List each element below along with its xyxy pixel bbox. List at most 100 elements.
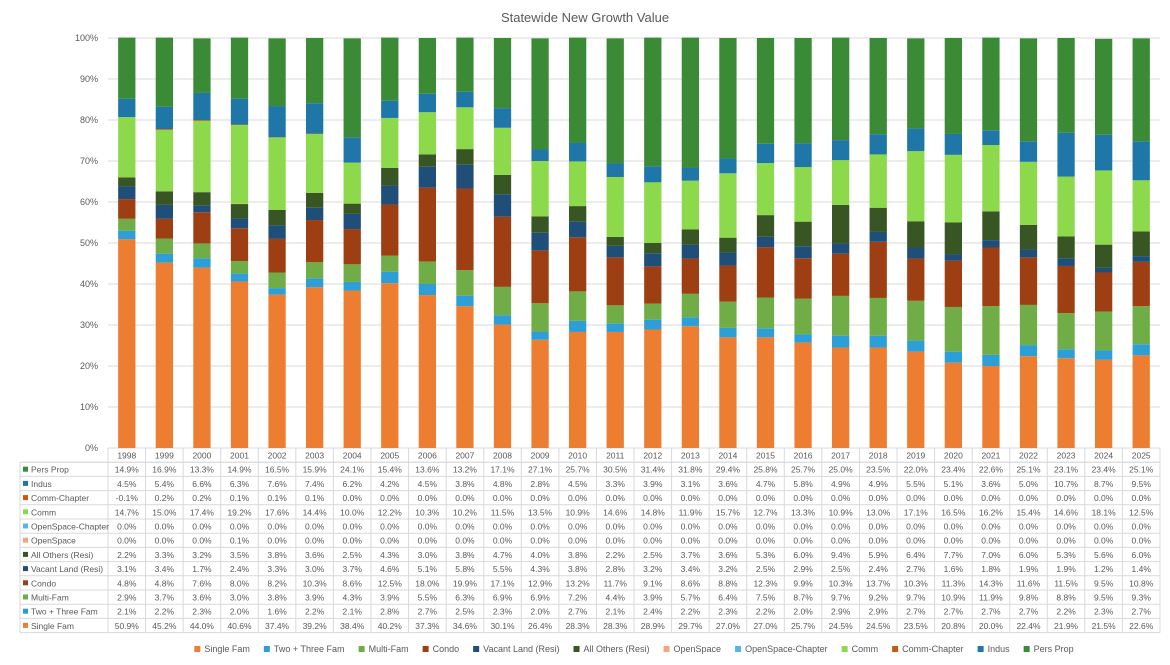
data-label: 26.4% — [528, 621, 553, 631]
bar-segment — [230, 281, 249, 448]
bar-segment — [982, 366, 1000, 448]
category-label: 2012 — [643, 451, 662, 461]
bar-segment — [1132, 38, 1150, 142]
data-label: 37.3% — [415, 621, 440, 631]
bar-segment — [531, 149, 549, 161]
bar-segment — [531, 339, 549, 448]
bar-segment — [381, 117, 399, 168]
data-label: 2.8% — [380, 607, 400, 617]
data-label: 8.8% — [718, 578, 738, 588]
data-label: 11.9% — [679, 507, 703, 517]
data-label: 4.4% — [606, 593, 626, 603]
bar-segment — [381, 167, 399, 186]
data-label: 2.5% — [455, 607, 475, 617]
data-label: 19.9% — [453, 578, 478, 588]
category-label: 2020 — [944, 451, 963, 461]
bar-segment — [1057, 258, 1075, 266]
data-label: 40.6% — [227, 621, 252, 631]
bar-segment — [493, 174, 512, 195]
data-label: 37.4% — [265, 621, 290, 631]
bar-segment — [606, 331, 624, 448]
data-label: 4.7% — [493, 550, 513, 560]
data-label: 5.5% — [906, 479, 926, 489]
bar-segment — [418, 187, 436, 262]
data-label: 0.0% — [493, 536, 513, 546]
bar-segment — [644, 329, 662, 448]
bar-segment — [268, 225, 286, 239]
category-label: 2023 — [1057, 451, 1076, 461]
data-label: 34.6% — [453, 621, 478, 631]
data-label: 12.2% — [378, 507, 403, 517]
data-label: 50.9% — [115, 621, 140, 631]
data-label: 0.0% — [718, 522, 738, 532]
data-label: 0.0% — [455, 493, 475, 503]
bar-segment — [155, 129, 173, 130]
data-label: 6.3% — [230, 479, 250, 489]
legend-key — [892, 646, 899, 652]
bar-segment — [1019, 141, 1038, 162]
data-label: 11.6% — [1017, 578, 1041, 588]
data-label: 11.5% — [491, 507, 515, 517]
data-label: 8.7% — [793, 593, 813, 603]
bar-segment — [193, 205, 211, 213]
data-label: 29.4% — [716, 465, 741, 475]
data-label: 14.9% — [115, 465, 140, 475]
data-label: 21.9% — [1054, 621, 1079, 631]
data-label: 3.6% — [718, 479, 738, 489]
bar-segment — [418, 284, 436, 296]
data-label: 3.1% — [117, 564, 137, 574]
table-legend-key — [23, 594, 28, 600]
bar-segment — [268, 288, 286, 295]
bar-segment — [832, 243, 850, 254]
table-series-name: Vacant Land (Resi) — [31, 564, 103, 574]
bar-segment — [794, 221, 812, 247]
data-label: 2.3% — [1094, 607, 1114, 617]
data-label: 2.0% — [530, 607, 550, 617]
data-label: 0.0% — [981, 522, 1001, 532]
bar-segment — [681, 244, 699, 259]
bar-segment — [118, 177, 136, 187]
bar-segment — [381, 204, 399, 256]
category-label: 2008 — [493, 451, 512, 461]
bar-segment — [832, 335, 850, 348]
bar-segment — [193, 258, 211, 268]
data-label: 2.9% — [831, 607, 851, 617]
data-label: 6.3% — [455, 593, 475, 603]
data-label: 0.0% — [831, 536, 851, 546]
bar-segment — [944, 222, 962, 255]
data-label: 15.9% — [303, 465, 328, 475]
data-label: 2.4% — [230, 564, 250, 574]
category-label: 1998 — [117, 451, 136, 461]
data-label: 2.7% — [1019, 607, 1039, 617]
legend-key — [735, 646, 742, 652]
data-label: 3.7% — [681, 550, 701, 560]
bar-segment — [756, 236, 775, 248]
category-label: 2005 — [380, 451, 399, 461]
data-label: 0.0% — [380, 536, 400, 546]
bar-segment — [193, 92, 211, 120]
data-label: 22.0% — [904, 465, 929, 475]
data-label: 14.7% — [115, 507, 140, 517]
data-label: 23.4% — [1092, 465, 1117, 475]
bar-segment — [1019, 224, 1038, 250]
data-label: 5.5% — [418, 593, 438, 603]
legend-key — [422, 646, 429, 652]
data-label: 25.7% — [791, 465, 816, 475]
data-label: 14.6% — [1054, 507, 1079, 517]
bar-segment — [268, 209, 286, 226]
bar-segment — [832, 160, 850, 205]
data-label: 5.1% — [418, 564, 438, 574]
data-label: 3.6% — [305, 550, 325, 560]
data-label: 0.0% — [380, 522, 400, 532]
table-series-name: OpenSpace-Chapter — [31, 522, 109, 532]
bar-segment — [306, 133, 324, 193]
data-label: 4.8% — [117, 578, 137, 588]
data-label: 30.1% — [490, 621, 515, 631]
legend-key — [473, 646, 480, 652]
bar-segment — [907, 351, 925, 448]
bar-segment — [456, 164, 474, 189]
data-label: 13.2% — [566, 578, 591, 588]
data-label: 0.0% — [343, 493, 363, 503]
data-label: 4.5% — [568, 479, 588, 489]
